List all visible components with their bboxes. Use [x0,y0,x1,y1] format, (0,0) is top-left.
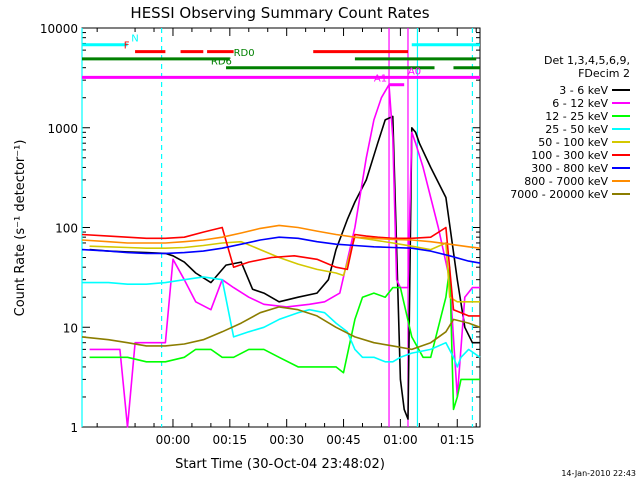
x-tick-label: 00:15 [213,433,248,447]
series-line [81,306,481,351]
time-markers [81,28,474,427]
legend-label: 7000 - 20000 keV [510,188,608,201]
plot-frame [81,27,481,428]
flag-label: A1 [374,74,387,85]
y-tick-label: 1000 [47,122,78,136]
flag-label: RD0 [234,48,255,59]
series-line [81,226,480,317]
legend-title: FDecim 2 [578,67,630,80]
timestamp: 14-Jan-2010 22:43 [561,469,636,478]
series-line [82,276,481,368]
series-line [89,266,480,411]
legend-label: 6 - 12 keV [552,97,608,110]
x-tick-labels: 00:00 00:15 00:30 00:45 01:00 01:15 [156,433,475,447]
series-line [81,236,481,264]
flag-label: F [124,41,130,52]
legend-label: 800 - 7000 keV [524,175,608,188]
y-tick-label: 10 [63,321,78,335]
series-line [89,236,480,303]
series-line [81,224,481,249]
legend-title: Det 1,3,4,5,6,9, [544,54,630,67]
y-tick-labels: 1 10 100 1000 10000 [40,22,78,435]
chart-title: HESSI Observing Summary Count Rates [130,4,429,22]
plot-area [81,27,481,428]
y-tick-label: 1 [70,421,78,435]
x-tick-label: 01:00 [383,433,418,447]
y-tick-label: 10000 [40,22,78,36]
tick-marks [82,27,480,428]
x-tick-label: 00:30 [269,433,304,447]
flag-label: N [131,34,138,45]
x-tick-label: 00:00 [156,433,191,447]
legend-label: 3 - 6 keV [559,84,608,97]
legend-label: 12 - 25 keV [545,110,608,123]
x-tick-label: 01:15 [440,433,475,447]
x-axis-label: Start Time (30-Oct-04 23:48:02) [175,457,385,472]
series-lines [81,83,481,428]
legend-label: 100 - 300 keV [531,149,608,162]
y-axis-label: Count Rate (s⁻¹ detector⁻¹) [13,140,28,317]
flag-label: RD6 [211,57,232,68]
flag-label: A0 [408,66,421,77]
legend-label: 25 - 50 keV [545,123,608,136]
y-tick-label: 100 [55,222,78,236]
series-line [89,83,480,428]
x-tick-label: 00:45 [326,433,361,447]
legend-label: 300 - 800 keV [531,162,608,175]
legend-label: 50 - 100 keV [538,136,608,149]
